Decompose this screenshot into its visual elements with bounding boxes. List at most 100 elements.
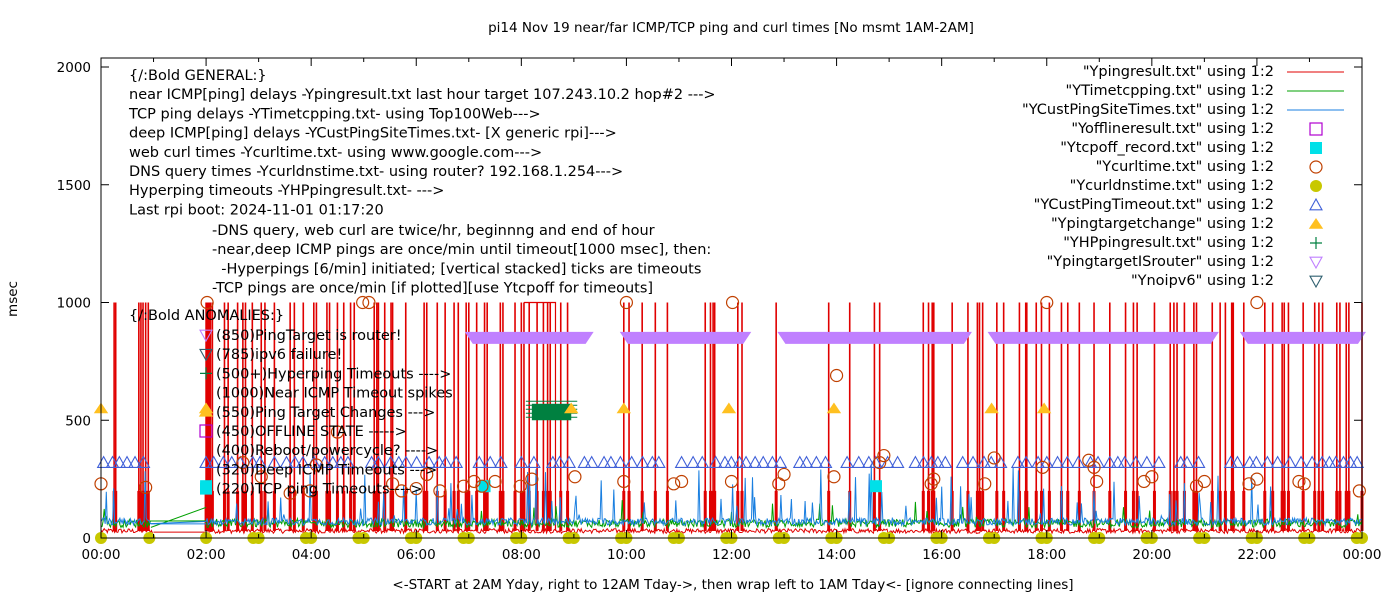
point-custpingtimeout [1223,455,1238,468]
annotation-note-line: -TCP pings are once/min [if plotted][use… [212,281,653,297]
point-custpingtimeout [1230,455,1245,468]
legend-label: "Ynoipv6" using 1:2 [1131,273,1274,289]
point-custpingtimeout [748,455,763,468]
point-custpingtimeout [732,455,747,468]
data-point [619,295,634,310]
data-point [984,402,999,414]
data-point [525,472,539,486]
point-custpingtimeout [1282,455,1297,468]
annotation-general-line: DNS query times -Ycurldnstime.txt- using… [129,164,623,180]
anomaly-symbol [198,405,214,417]
legend-swatch [1309,197,1323,211]
point-custpingtimeout [245,455,260,468]
point-custpingtimeout [861,455,876,468]
point-custpingtimeout [739,455,753,468]
annotation-general-line: {/:Bold GENERAL:} [129,68,267,84]
point-custpingtimeout [105,455,120,468]
anomaly-symbol [199,348,213,362]
point-custpingtimeout [577,455,592,468]
point-custpingtimeout [1305,455,1320,468]
point-custpingtimeout [472,455,487,468]
data-point [873,456,887,470]
point-custpingtimeout [624,455,639,468]
point-custpingtimeout [371,455,386,468]
point-custpingtimeout [930,455,945,468]
data-point [987,451,1001,465]
annotation-anomaly-line: (220)TCP ping Timeouts----> [216,482,423,498]
data-point [978,477,992,491]
legend-label: "YCustPingSiteTimes.txt" using 1:2 [1022,102,1274,118]
x-tick-label: 00:00 [82,547,121,563]
point-custpingtimeout [526,455,541,468]
data-point [488,474,502,489]
legend-swatch [1309,160,1323,174]
data-point [772,477,786,491]
legend-label: "Ypingresult.txt" using 1:2 [1083,64,1274,80]
point-custpingtimeout [809,455,824,468]
point-range-isrouter [1239,331,1366,344]
point-custpingtimeout [267,455,282,468]
point-custpingtimeout [708,455,723,468]
x-tick-label: 18:00 [1027,547,1066,563]
annotation-anomaly-line: (1000)Near ICMP Timeout spikes [216,386,453,402]
point-custpingtimeout [364,455,379,468]
point-custpingtimeout [325,455,340,468]
data-point [616,402,631,414]
point-custpingtimeout [224,455,239,468]
point-custpingtimeout [493,455,508,468]
data-point [475,479,489,493]
data-point [420,467,434,482]
data-point [1242,477,1256,491]
point-custpingtimeout [562,455,577,468]
data-point [409,481,423,496]
data-point [829,368,844,383]
point-custpingtimeout [603,455,618,468]
point-custpingtimeout [136,455,151,468]
data-point [777,467,791,482]
point-custpingtimeout [1350,455,1365,468]
hyperping-block [531,403,572,421]
x-tick-label: 02:00 [187,547,226,563]
point-custpingtimeout [206,455,221,468]
legend-swatch [1309,275,1323,289]
point-custpingtimeout [1139,455,1154,468]
point-custpingtimeout [383,455,398,468]
anomaly-symbol [200,482,212,495]
point-custpingtimeout [438,455,453,468]
point-custpingtimeout [674,455,689,468]
legend-label: "Ypingtargetchange" using 1:2 [1051,216,1274,232]
legend-label: "YpingtargetISrouter" using 1:2 [1047,254,1274,270]
point-custpingtimeout [1336,455,1351,468]
connecting-line [150,506,207,528]
point-custpingtimeout [686,455,701,468]
series-ycurltime-txt [94,295,1366,500]
annotation-general-line: near ICMP[ping] delays -Ypingresult.txt … [129,87,716,103]
annotation-general-line: deep ICMP[ping] delays -YCustPingSiteTim… [129,126,617,142]
data-point [254,470,268,484]
data-point [1250,472,1264,486]
data-point [827,470,841,484]
point-custpingtimeout [695,455,710,468]
annotation-general-line: web curl times -Ycurltime.txt- using www… [129,145,542,161]
point-custpingtimeout [955,455,970,468]
anomaly-symbol [199,329,213,343]
point-range-isrouter [777,331,972,344]
x-tick-label: 16:00 [922,547,961,563]
annotation-anomaly-line: (320)Deep ICMP Timeouts ---> [216,462,437,478]
timeout-plateau [523,301,557,531]
legend-label: "Ycurltime.txt" using 1:2 [1096,159,1274,175]
legend-swatch [1310,180,1322,192]
x-tick-label: 08:00 [502,547,541,563]
anomaly-symbol [200,367,212,380]
point-custpingtimeout [216,455,231,468]
data-point [283,486,297,500]
point-custpingtimeout [984,455,999,468]
point-custpingtimeout [514,455,529,468]
annotation-general-line: Last rpi boot: 2024-11-01 01:17:20 [129,202,384,218]
x-axis-label: <-START at 2AM Yday, right to 12AM Tday-… [392,577,1073,593]
data-point [1352,484,1366,498]
point-custpingtimeout [1071,455,1086,468]
y-tick-label: 2000 [57,60,91,76]
annotation-note-line: -Hyperpings [6/min] initiated; [vertical… [212,261,701,277]
